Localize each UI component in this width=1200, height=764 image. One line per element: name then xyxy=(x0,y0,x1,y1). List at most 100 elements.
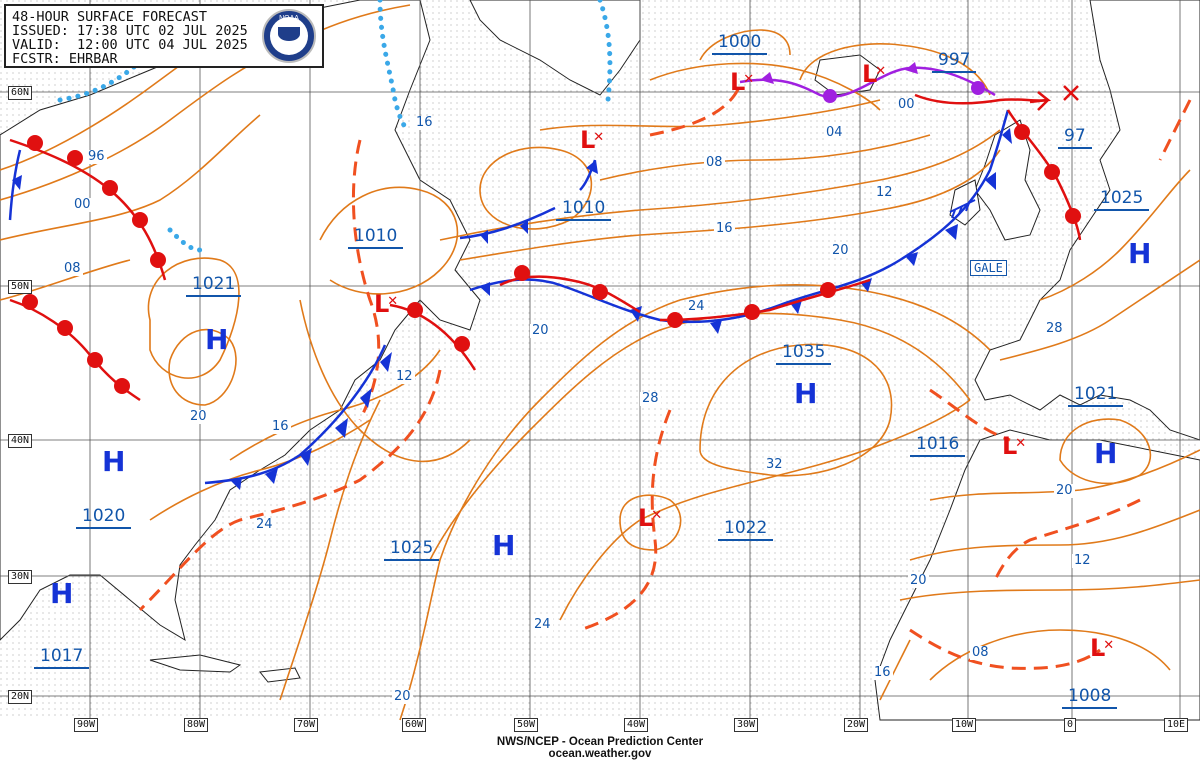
low-letter: L xyxy=(638,504,654,532)
warm-front-semicircles xyxy=(22,124,1081,394)
isobar-label: 20 xyxy=(530,323,551,338)
high-center-symbol: H xyxy=(1094,437,1118,470)
isobar-label: 16 xyxy=(872,665,893,680)
lon-label-60w: 60W xyxy=(402,718,427,732)
low-x-icon: ✕ xyxy=(743,72,755,87)
lat-label-20n: 20N xyxy=(8,690,33,704)
isobar-label: 20 xyxy=(392,689,413,704)
future-position-x xyxy=(1063,85,1079,101)
storm-track-arrow xyxy=(1029,91,1052,111)
low-center-symbol: L✕ xyxy=(638,506,664,530)
isobar-label: 32 xyxy=(764,457,785,472)
british-isles-land xyxy=(974,119,1041,241)
occluded-front xyxy=(739,66,996,98)
low-x-icon: ✕ xyxy=(387,294,399,309)
low-center-pressure: 1010 xyxy=(348,226,404,249)
forecaster: FCSTR: EHRBAR xyxy=(12,51,118,67)
high-center-symbol: H xyxy=(1128,237,1152,270)
high-center-symbol: H xyxy=(50,577,74,610)
isobar-label: 16 xyxy=(270,419,291,434)
high-center-pressure: 1017 xyxy=(34,646,90,669)
lat-label-40n: 40N xyxy=(8,434,33,448)
isobar-label: 24 xyxy=(254,517,275,532)
isobar-label: 96 xyxy=(86,149,107,164)
gale-warning-label: GALE xyxy=(970,260,1007,276)
low-center-pressure: 1000 xyxy=(712,32,768,55)
low-center-pressure: 1022 xyxy=(718,518,774,541)
occluded-front-symbols xyxy=(760,62,985,103)
lon-label-20w: 20W xyxy=(844,718,869,732)
isobar-label: 00 xyxy=(72,197,93,212)
low-center-symbol: L✕ xyxy=(374,292,400,316)
cuba-land xyxy=(149,654,242,673)
lat-label-60n: 60N xyxy=(8,86,33,100)
high-center-symbol: H xyxy=(102,445,126,478)
lat-label-30n: 30N xyxy=(8,570,33,584)
troughs xyxy=(138,84,1192,670)
high-center-pressure: 1021 xyxy=(186,274,242,297)
land-masses xyxy=(0,0,1200,721)
low-x-icon: ✕ xyxy=(651,508,663,523)
lon-label-90w: 90W xyxy=(74,718,99,732)
high-center-symbol: H xyxy=(492,529,516,562)
noaa-logo: NOAA xyxy=(262,9,316,63)
high-center-symbol: H xyxy=(794,377,818,410)
low-x-icon: ✕ xyxy=(1015,436,1027,451)
lon-label-30w: 30W xyxy=(734,718,759,732)
isobar-label: 00 xyxy=(896,97,917,112)
low-letter: L xyxy=(1002,432,1018,460)
isobar-label: 08 xyxy=(62,261,83,276)
low-x-icon: ✕ xyxy=(593,130,605,145)
high-center-pressure: 1025 xyxy=(384,538,440,561)
low-x-icon: ✕ xyxy=(875,64,887,79)
low-letter: L xyxy=(862,60,878,88)
valid-time: VALID: 12:00 UTC 04 JUL 2025 xyxy=(12,37,248,53)
isobar-label: 16 xyxy=(414,115,435,130)
low-center-symbol: L✕ xyxy=(730,70,756,94)
lon-label-10e: 10E xyxy=(1164,718,1189,732)
noaa-logo-text: NOAA xyxy=(279,15,299,22)
lon-label-0: 0 xyxy=(1064,718,1077,732)
forecast-header-box: 48-HOUR SURFACE FORECAST ISSUED: 17:38 U… xyxy=(4,4,324,68)
issued-time: ISSUED: 17:38 UTC 02 JUL 2025 xyxy=(12,23,248,39)
low-center-pressure: 1016 xyxy=(910,434,966,457)
isobar-label: 12 xyxy=(394,369,415,384)
low-letter: L xyxy=(1090,634,1106,662)
low-x-icon: ✕ xyxy=(1103,638,1115,653)
low-center-symbol: L✕ xyxy=(580,128,606,152)
europe-land xyxy=(974,0,1200,441)
forecast-title: 48-HOUR SURFACE FORECAST xyxy=(12,9,208,25)
high-center-pressure: 1020 xyxy=(76,506,132,529)
low-center-pressure: 997 xyxy=(932,50,977,73)
low-letter: L xyxy=(730,68,746,96)
isobar-label: 20 xyxy=(188,409,209,424)
high-center-symbol: H xyxy=(205,323,229,356)
low-center-symbol: L✕ xyxy=(1002,434,1028,458)
credit-line-2: ocean.weather.gov xyxy=(548,748,652,760)
isobar-label: 08 xyxy=(970,645,991,660)
isobar-label: 12 xyxy=(874,185,895,200)
isobar-label: 04 xyxy=(824,125,845,140)
high-center-pressure: 1025 xyxy=(1094,188,1150,211)
isobar-label: 20 xyxy=(1054,483,1075,498)
isobar-label: 24 xyxy=(532,617,553,632)
low-letter: L xyxy=(580,126,596,154)
isobar-label: 16 xyxy=(714,221,735,236)
isobar-label: 20 xyxy=(908,573,929,588)
isobar-label: 28 xyxy=(1044,321,1065,336)
low-center-pressure: 1010 xyxy=(556,198,612,221)
isobar-label: 20 xyxy=(830,243,851,258)
low-letter: L xyxy=(374,290,390,318)
gale-wind-feathers xyxy=(949,199,976,219)
low-center-symbol: L✕ xyxy=(1090,636,1116,660)
isobar-label: 24 xyxy=(686,299,707,314)
high-center-pressure: 1021 xyxy=(1068,384,1124,407)
lon-label-40w: 40W xyxy=(624,718,649,732)
low-center-symbol: L✕ xyxy=(862,62,888,86)
noaa-bird-icon xyxy=(278,27,300,41)
north-america-land xyxy=(0,0,481,642)
lon-label-70w: 70W xyxy=(294,718,319,732)
isobar-label: 08 xyxy=(704,155,725,170)
lat-label-50n: 50N xyxy=(8,280,33,294)
